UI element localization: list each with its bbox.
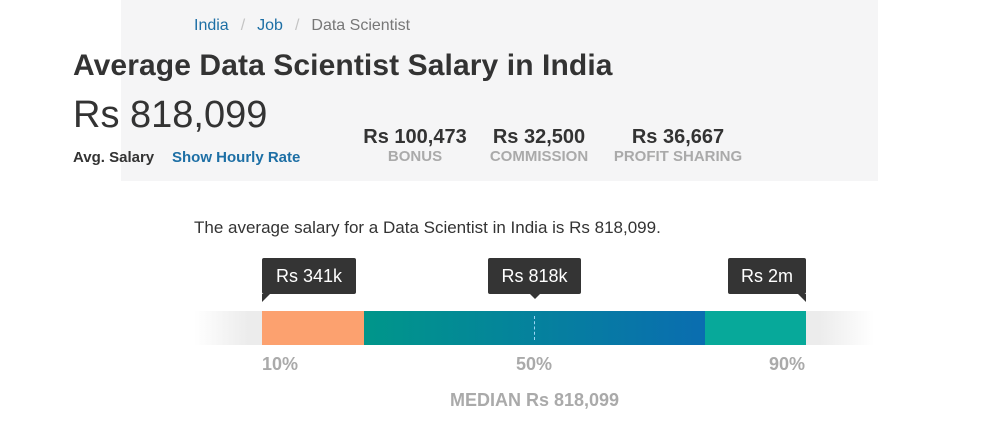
profit-sharing-value: Rs 36,667 <box>631 126 725 148</box>
breadcrumb-india-link[interactable]: India <box>194 17 229 34</box>
show-hourly-rate-link[interactable]: Show Hourly Rate <box>172 149 301 166</box>
profit-sharing-label: PROFIT SHARING <box>613 148 743 165</box>
salary-range-low-segment <box>262 311 364 345</box>
commission-stat: Rs 32,500 COMMISSION <box>478 126 600 166</box>
page-title: Average Data Scientist Salary in India <box>73 49 613 82</box>
salary-description: The average salary for a Data Scientist … <box>194 218 661 237</box>
median-salary-tooltip: Rs 818k <box>488 258 581 299</box>
salary-header-panel: India / Job / Data Scientist <box>121 0 878 181</box>
percentile-10-label: 10% <box>262 354 299 374</box>
commission-value: Rs 32,500 <box>492 126 586 148</box>
breadcrumb-separator: / <box>240 17 246 34</box>
low-salary-tooltip: Rs 341k <box>262 258 356 302</box>
bonus-label: BONUS <box>387 148 443 165</box>
profit-sharing-stat: Rs 36,667 PROFIT SHARING <box>608 126 748 166</box>
percentile-50-label: 50% <box>516 354 553 374</box>
commission-label: COMMISSION <box>489 148 589 165</box>
bonus-stat: Rs 100,473 BONUS <box>355 126 475 166</box>
median-marker-line <box>534 316 535 340</box>
salary-range-high-segment <box>705 311 806 345</box>
breadcrumb: India / Job / Data Scientist <box>194 17 410 35</box>
breadcrumb-current: Data Scientist <box>311 17 411 34</box>
median-salary-label: MEDIAN Rs 818,099 <box>449 390 620 410</box>
breadcrumb-job-link[interactable]: Job <box>257 17 283 34</box>
breadcrumb-separator: / <box>294 17 300 34</box>
percentile-90-label: 90% <box>769 354 806 374</box>
high-salary-tooltip: Rs 2m <box>728 258 806 302</box>
bonus-value: Rs 100,473 <box>363 126 467 148</box>
average-salary-value: Rs 818,099 <box>73 94 268 136</box>
average-salary-label: Avg. Salary <box>73 149 155 166</box>
